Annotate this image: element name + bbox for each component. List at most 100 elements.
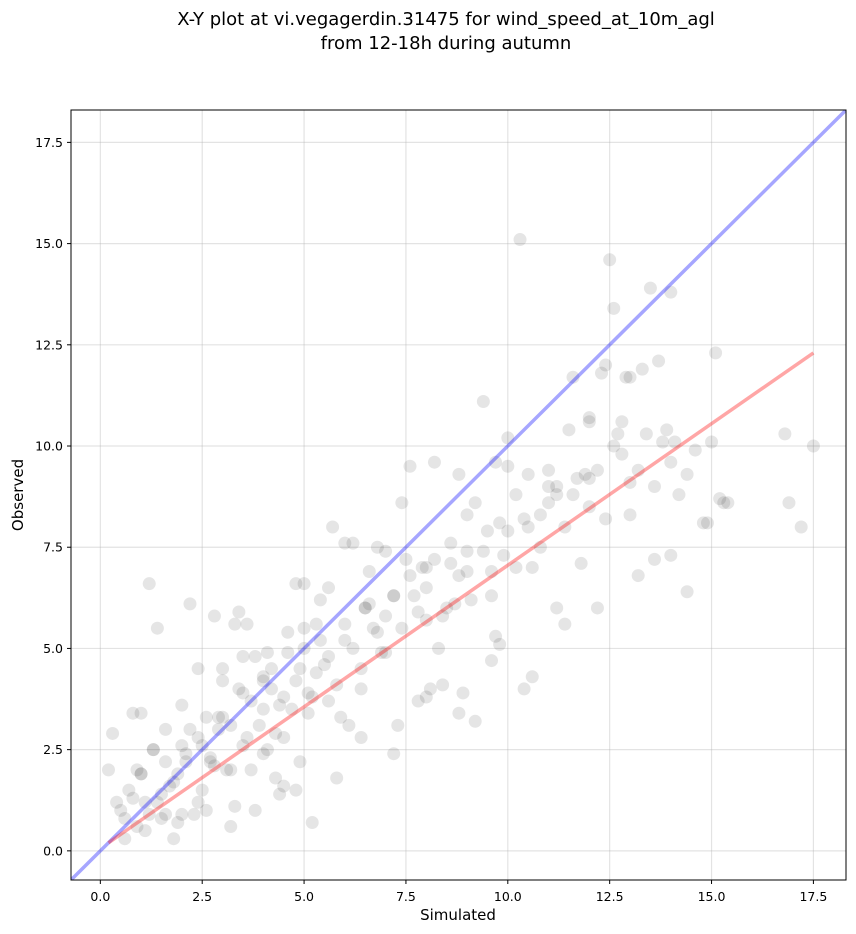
data-point <box>101 763 115 777</box>
data-point <box>130 763 144 777</box>
data-point <box>721 496 735 510</box>
data-point <box>159 807 173 821</box>
data-point <box>297 577 311 591</box>
data-point <box>460 544 474 558</box>
plot-frame <box>70 109 847 881</box>
data-point <box>448 597 462 611</box>
data-point <box>631 463 645 477</box>
data-point <box>195 739 209 753</box>
data-point <box>159 755 173 769</box>
data-point <box>142 807 156 821</box>
data-point <box>521 467 535 481</box>
data-point <box>517 512 531 526</box>
data-point <box>297 621 311 635</box>
data-point <box>476 394 490 408</box>
data-point <box>370 540 384 554</box>
data-point <box>558 520 572 534</box>
data-point <box>154 811 168 825</box>
y-tick-label: 0.0 <box>43 843 63 858</box>
data-point <box>664 455 678 469</box>
data-point <box>358 601 372 615</box>
data-point <box>599 358 613 372</box>
data-point <box>444 536 458 550</box>
data-point <box>232 682 246 696</box>
data-point <box>639 427 653 441</box>
data-point <box>126 706 140 720</box>
data-point <box>668 435 682 449</box>
data-point <box>509 488 523 502</box>
data-point <box>289 674 303 688</box>
data-point <box>517 682 531 696</box>
data-point <box>175 739 189 753</box>
data-point <box>709 346 723 360</box>
data-point <box>595 366 609 380</box>
data-point <box>240 617 254 631</box>
data-point <box>260 743 274 757</box>
data-point <box>599 512 613 526</box>
data-point <box>652 354 666 368</box>
data-point <box>395 496 409 510</box>
data-point <box>179 747 193 761</box>
data-point <box>623 508 637 522</box>
data-point <box>297 641 311 655</box>
data-point <box>717 496 731 510</box>
data-point <box>171 816 185 830</box>
data-point <box>273 698 287 712</box>
data-point <box>362 565 376 579</box>
data-point <box>468 714 482 728</box>
data-point <box>309 617 323 631</box>
data-point <box>203 755 217 769</box>
data-point <box>305 816 319 830</box>
data-point <box>362 597 376 611</box>
y-tick-label: 2.5 <box>43 742 63 757</box>
data-point <box>207 609 221 623</box>
data-point <box>159 722 173 736</box>
data-point <box>452 467 466 481</box>
data-point <box>322 581 336 595</box>
data-point <box>647 479 661 493</box>
data-point <box>452 569 466 583</box>
data-point <box>489 629 503 643</box>
data-point <box>379 645 393 659</box>
data-point <box>590 463 604 477</box>
data-point <box>660 423 674 437</box>
data-point <box>603 253 617 267</box>
data-point <box>224 820 238 834</box>
data-point <box>134 706 148 720</box>
data-point <box>419 560 433 574</box>
data-point <box>313 593 327 607</box>
data-point <box>236 650 250 664</box>
data-point <box>281 645 295 659</box>
x-tick-label: 0.0 <box>90 889 110 904</box>
data-point <box>293 755 307 769</box>
data-point <box>395 621 409 635</box>
data-point <box>379 609 393 623</box>
data-point <box>623 370 637 384</box>
data-point <box>313 633 327 647</box>
data-point <box>358 601 372 615</box>
data-point <box>244 763 258 777</box>
data-point <box>631 569 645 583</box>
data-point <box>444 556 458 570</box>
data-point <box>354 682 368 696</box>
x-axis-ticks: 0.0 2.5 5.0 7.5 10.0 12.5 15.0 17.5 <box>90 880 827 904</box>
data-point <box>464 593 478 607</box>
data-point <box>281 625 295 639</box>
data-point <box>248 650 262 664</box>
data-point <box>436 678 450 692</box>
data-point <box>696 516 710 530</box>
data-point <box>513 233 527 247</box>
data-point <box>260 645 274 659</box>
data-point <box>154 787 168 801</box>
data-point <box>794 520 808 534</box>
data-point <box>387 589 401 603</box>
data-point <box>411 605 425 619</box>
y-tick-label: 17.5 <box>35 135 63 150</box>
data-point <box>212 710 226 724</box>
data-point <box>423 682 437 696</box>
data-point <box>122 783 136 797</box>
data-point <box>322 650 336 664</box>
data-point <box>106 726 120 740</box>
x-tick-label: 7.5 <box>396 889 416 904</box>
data-point <box>643 281 657 295</box>
